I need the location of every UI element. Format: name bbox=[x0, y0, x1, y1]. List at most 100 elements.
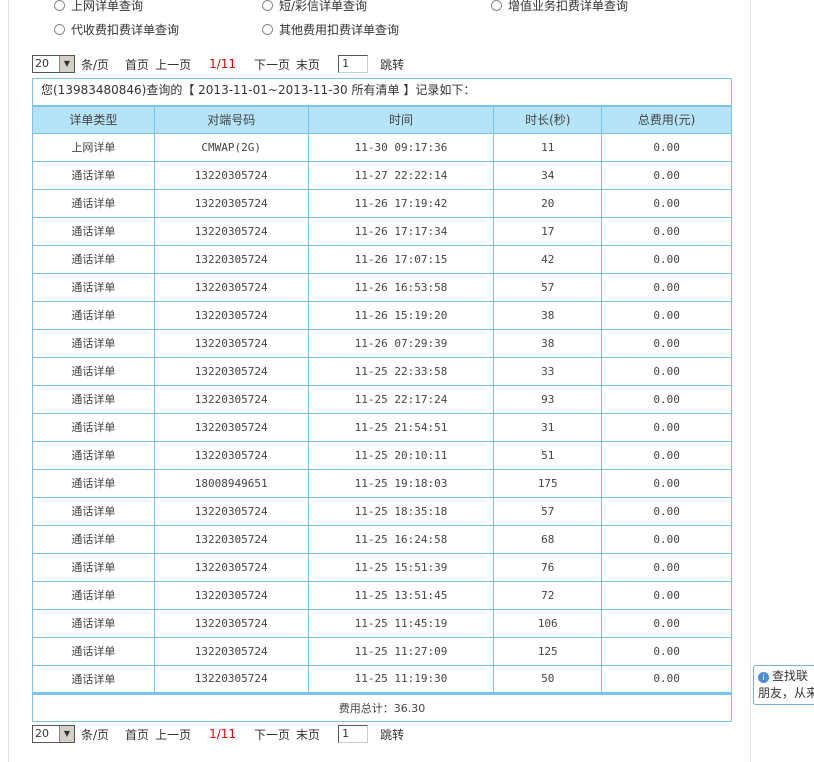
cell-number: 13220305724 bbox=[153, 524, 309, 554]
radio-icon[interactable] bbox=[262, 0, 273, 11]
cell-time: 11-25 20:10:11 bbox=[307, 440, 495, 470]
cell-number: CMWAP(2G) bbox=[153, 132, 309, 162]
cell-fee: 0.00 bbox=[601, 132, 732, 162]
cell-fee: 0.00 bbox=[601, 580, 732, 610]
cell-number: 13220305724 bbox=[153, 580, 309, 610]
radio-icon[interactable] bbox=[491, 0, 502, 11]
cell-fee: 0.00 bbox=[601, 664, 732, 694]
table-row: 通话详单 13220305724 11-26 07:29:39 38 0.00 bbox=[32, 328, 732, 358]
jump-page-input[interactable]: 1 bbox=[338, 55, 369, 73]
table-header: 详单类型 对端号码 时间 时长(秒) 总费用(元) bbox=[32, 105, 732, 134]
cell-type: 通话详单 bbox=[32, 300, 155, 330]
radio-value-added-detail[interactable]: 增值业务扣费详单查询 bbox=[491, 0, 628, 14]
cell-fee: 0.00 bbox=[601, 412, 732, 442]
cell-number: 13220305724 bbox=[153, 356, 309, 386]
radio-collection-detail[interactable]: 代收费扣费详单查询 bbox=[54, 21, 179, 38]
cell-fee: 0.00 bbox=[601, 496, 732, 526]
prev-page-link[interactable]: 上一页 bbox=[155, 727, 192, 742]
cell-number: 18008949651 bbox=[153, 468, 309, 498]
col-type: 详单类型 bbox=[32, 105, 155, 134]
cell-type: 通话详单 bbox=[32, 580, 155, 610]
cell-duration: 125 bbox=[493, 636, 603, 666]
cell-fee: 0.00 bbox=[601, 328, 732, 358]
cell-type: 通话详单 bbox=[32, 412, 155, 442]
cell-type: 通话详单 bbox=[32, 608, 155, 638]
table-row: 通话详单 13220305724 11-25 21:54:51 31 0.00 bbox=[32, 412, 732, 442]
cell-time: 11-25 11:27:09 bbox=[307, 636, 495, 666]
cell-duration: 68 bbox=[493, 524, 603, 554]
cell-duration: 106 bbox=[493, 608, 603, 638]
cell-number: 13220305724 bbox=[153, 328, 309, 358]
detail-table: 详单类型 对端号码 时间 时长(秒) 总费用(元) 上网详单 CMWAP(2G) 1… bbox=[32, 105, 732, 722]
table-row: 通话详单 13220305724 11-26 17:17:34 17 0.00 bbox=[32, 216, 732, 246]
jump-button[interactable]: 跳转 bbox=[380, 727, 405, 742]
cell-fee: 0.00 bbox=[601, 384, 732, 414]
radio-icon[interactable] bbox=[54, 0, 65, 11]
cell-duration: 42 bbox=[493, 244, 603, 274]
cell-number: 13220305724 bbox=[153, 496, 309, 526]
table-row: 通话详单 13220305724 11-25 22:33:58 33 0.00 bbox=[32, 356, 732, 386]
pager-bottom: 20 ▼ 条/页 首页 上一页 1/11 下一页 末页 1 跳转 bbox=[32, 724, 404, 744]
cell-time: 11-25 22:17:24 bbox=[307, 384, 495, 414]
table-row: 通话详单 13220305724 11-26 15:19:20 38 0.00 bbox=[32, 300, 732, 330]
cell-type: 通话详单 bbox=[32, 636, 155, 666]
cell-duration: 175 bbox=[493, 468, 603, 498]
cell-fee: 0.00 bbox=[601, 356, 732, 386]
page-size-select[interactable]: 20 ▼ bbox=[32, 725, 75, 743]
jump-page-input[interactable]: 1 bbox=[338, 725, 369, 743]
page-indicator: 1/11 bbox=[209, 57, 237, 71]
table-row: 通话详单 13220305724 11-25 11:19:30 50 0.00 bbox=[32, 664, 732, 694]
last-page-link[interactable]: 末页 bbox=[296, 727, 321, 742]
cell-number: 13220305724 bbox=[153, 188, 309, 218]
cell-fee: 0.00 bbox=[601, 468, 732, 498]
cell-duration: 93 bbox=[493, 384, 603, 414]
chevron-down-icon[interactable]: ▼ bbox=[59, 56, 74, 72]
next-page-link[interactable]: 下一页 bbox=[254, 727, 291, 742]
cell-time: 11-25 19:18:03 bbox=[307, 468, 495, 498]
first-page-link[interactable]: 首页 bbox=[125, 57, 150, 72]
pager-top: 20 ▼ 条/页 首页 上一页 1/11 下一页 末页 1 跳转 bbox=[32, 54, 404, 74]
jump-button[interactable]: 跳转 bbox=[380, 57, 405, 72]
cell-duration: 34 bbox=[493, 160, 603, 190]
cell-duration: 57 bbox=[493, 496, 603, 526]
tooltip[interactable]: i 查找联 朋友，从来 bbox=[753, 665, 814, 705]
col-duration: 时长(秒) bbox=[493, 105, 603, 134]
table-row: 通话详单 13220305724 11-25 18:35:18 57 0.00 bbox=[32, 496, 732, 526]
radio-internet-detail[interactable]: 上网详单查询 bbox=[54, 0, 143, 14]
cell-number: 13220305724 bbox=[153, 160, 309, 190]
cell-fee: 0.00 bbox=[601, 608, 732, 638]
cell-fee: 0.00 bbox=[601, 188, 732, 218]
page-indicator: 1/11 bbox=[209, 727, 237, 741]
total-row: 费用总计：36.30 bbox=[32, 691, 732, 722]
cell-number: 13220305724 bbox=[153, 608, 309, 638]
next-page-link[interactable]: 下一页 bbox=[254, 57, 291, 72]
radio-sms-detail[interactable]: 短/彩信详单查询 bbox=[262, 0, 367, 14]
cell-number: 13220305724 bbox=[153, 664, 309, 694]
cell-duration: 20 bbox=[493, 188, 603, 218]
radio-icon[interactable] bbox=[54, 24, 65, 35]
cell-type: 通话详单 bbox=[32, 552, 155, 582]
chevron-down-icon[interactable]: ▼ bbox=[59, 726, 74, 742]
prev-page-link[interactable]: 上一页 bbox=[155, 57, 192, 72]
cell-time: 11-25 22:33:58 bbox=[307, 356, 495, 386]
cell-fee: 0.00 bbox=[601, 524, 732, 554]
first-page-link[interactable]: 首页 bbox=[125, 727, 150, 742]
cell-type: 通话详单 bbox=[32, 524, 155, 554]
cell-duration: 11 bbox=[493, 132, 603, 162]
cell-duration: 57 bbox=[493, 272, 603, 302]
table-row: 通话详单 13220305724 11-25 22:17:24 93 0.00 bbox=[32, 384, 732, 414]
radio-icon[interactable] bbox=[262, 24, 273, 35]
page-size-select[interactable]: 20 ▼ bbox=[32, 55, 75, 73]
cell-type: 通话详单 bbox=[32, 356, 155, 386]
table-row: 通话详单 13220305724 11-26 17:19:42 20 0.00 bbox=[32, 188, 732, 218]
radio-other-fees-detail[interactable]: 其他费用扣费详单查询 bbox=[262, 21, 399, 38]
last-page-link[interactable]: 末页 bbox=[296, 57, 321, 72]
cell-fee: 0.00 bbox=[601, 216, 732, 246]
cell-time: 11-25 18:35:18 bbox=[307, 496, 495, 526]
cell-duration: 50 bbox=[493, 664, 603, 694]
per-page-label: 条/页 bbox=[81, 57, 110, 72]
cell-type: 通话详单 bbox=[32, 440, 155, 470]
cell-time: 11-25 21:54:51 bbox=[307, 412, 495, 442]
cell-time: 11-26 17:07:15 bbox=[307, 244, 495, 274]
cell-type: 通话详单 bbox=[32, 664, 155, 694]
